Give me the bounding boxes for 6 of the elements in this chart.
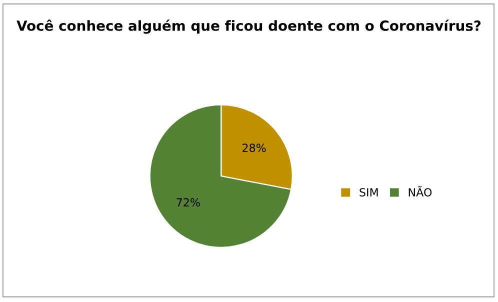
legend-label: NÃO xyxy=(408,186,432,197)
legend-label: SIM xyxy=(360,188,378,197)
chart-title: Você conhece alguém que ficou doente com o Coronavírus? xyxy=(16,20,481,34)
data-label: 72% xyxy=(176,198,200,207)
pie-slice xyxy=(149,104,292,248)
data-label: 28% xyxy=(242,144,266,152)
